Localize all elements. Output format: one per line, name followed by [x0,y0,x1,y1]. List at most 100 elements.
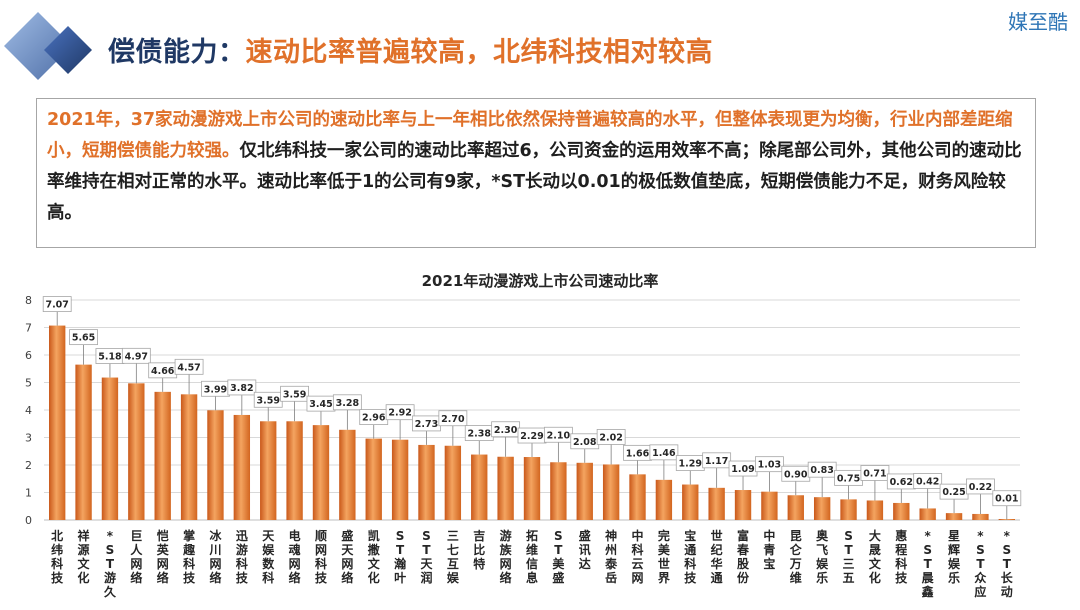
category-label: 游族网络 [500,528,513,585]
data-label: 1.29 [679,459,702,470]
data-label: 3.59 [283,389,306,400]
data-label: 1.03 [758,460,781,471]
data-label: 7.07 [45,300,68,311]
data-label-box [860,465,890,481]
bar [602,464,620,520]
category-label: * S T 众应 [974,529,987,599]
bar [919,508,936,520]
bar [312,425,330,520]
y-tick-label: 8 [25,294,32,307]
data-label-box [174,358,204,375]
category-label: * S T 晨鑫 [921,529,935,599]
logo-diamonds [4,12,92,80]
bar [418,444,435,520]
category-label: 神州泰岳 [604,528,618,585]
bar [339,429,356,520]
data-label: 1.17 [705,456,728,467]
category-label: S T 美盛 [552,529,565,585]
category-label: 惠程科技 [895,528,908,585]
category-label: 掌趣科技 [182,528,196,585]
data-label: 4.66 [151,366,175,377]
data-label: 2.73 [415,419,438,430]
category-label: 吉比特 [473,528,485,571]
data-label: 5.18 [98,352,122,363]
data-label: 3.59 [256,395,279,406]
category-label: 盛天网络 [341,528,354,585]
category-label: * S T 长动 [1001,529,1014,599]
data-label-box [596,429,626,445]
bar [233,414,251,520]
category-label: 完美世界 [658,528,671,585]
data-label: 3.28 [336,398,360,409]
data-label-box [42,296,72,312]
y-tick-label: 6 [25,349,32,362]
bar [893,502,910,520]
bar [682,484,699,520]
category-label: 巨人网络 [130,529,143,585]
bar [471,454,488,520]
y-tick-label: 4 [25,404,32,417]
data-label-box [385,404,415,421]
category-label: 祥源文化 [78,528,91,585]
chart-title: 2021年动漫游戏上市公司速动比率 [422,272,659,290]
title-sub: 速动比率普遍较高，北纬科技相对较高 [245,37,713,68]
bar [207,410,224,520]
bar [391,439,409,520]
bar [128,383,145,520]
category-label: 宝通科技 [684,528,697,585]
bar [101,377,119,520]
data-label-box [69,329,98,346]
bar [365,438,382,520]
bar [286,421,303,520]
bar [708,487,725,520]
category-label: 凯撒文化 [368,528,381,585]
category-label: 昆仑万维 [789,529,803,585]
bar [655,479,673,520]
data-label-box [332,394,362,411]
bar [629,474,646,520]
category-label: 盛讯达 [579,528,591,571]
data-label: 2.29 [520,431,543,442]
category-label: 富春股份 [736,528,750,585]
data-label-box [807,461,837,478]
bar-chart: 2021年动漫游戏上市公司速动比率 0 1 2 3 4 5 6 7 8 7.07 5.655.18… [25,272,1022,599]
bar [813,497,831,520]
data-label: 4.97 [125,351,148,362]
data-label: 5.65 [72,333,95,344]
category-label: S T 天润 [420,529,433,585]
data-label: 3.45 [309,399,332,410]
data-label-box [438,410,468,427]
data-label-box [121,347,151,364]
category-label: 三七互娱 [447,529,460,585]
bar [75,364,92,520]
data-label: 3.99 [204,384,227,395]
category-label: 电魂网络 [289,528,301,585]
data-label: 0.42 [916,476,939,487]
bar [787,495,804,520]
y-tick-label: 1 [25,487,32,500]
y-tick-label: 5 [25,377,32,390]
data-label-box [966,478,995,495]
data-label: 2.10 [547,430,571,441]
data-label: 2.30 [494,425,518,436]
data-label: 0.62 [890,477,913,488]
category-label: 天娱数科 [262,529,275,585]
bar [260,421,277,520]
y-tick-label: 3 [25,432,32,445]
data-label: 0.83 [810,465,833,476]
category-label: 世纪华通 [711,528,723,585]
data-label-box [280,385,309,402]
data-label: 0.90 [784,469,808,480]
category-label: 冰川网络 [208,528,222,585]
data-label-box [227,379,257,396]
summary-box: 2021年，37家动漫游戏上市公司的速动比率与上一年相比依然保持普遍较高的水平，… [36,98,1036,248]
data-label-box [755,456,784,473]
data-label-box [913,473,943,489]
summary-highlight: 2021年，37家动漫游戏上市公司的速动比率与上一年相比依然保持普遍较高的水平，… [47,110,1013,161]
title-main: 偿债能力： [108,37,246,68]
bar [945,513,963,520]
category-label: 星辉娱乐 [948,529,961,585]
category-label: 拓维信息 [526,528,538,585]
category-label: 大晟文化 [869,528,882,585]
data-label-box [649,444,679,461]
